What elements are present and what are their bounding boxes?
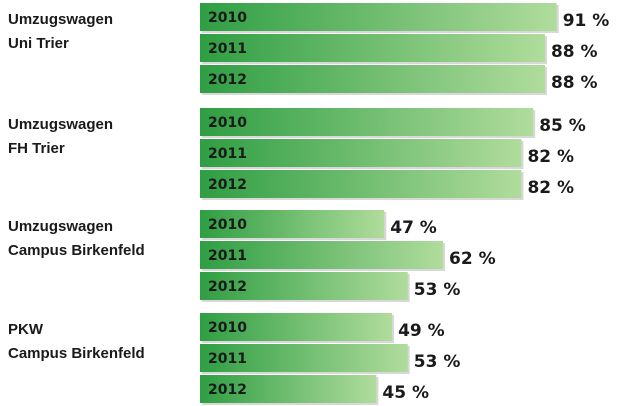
series-label: 2011 (208, 41, 247, 57)
bar (200, 139, 522, 167)
bar (200, 3, 557, 31)
value-label: 82 % (527, 147, 574, 167)
bar (200, 272, 408, 300)
series-label: 2012 (208, 382, 247, 398)
group-label: PKW (8, 321, 44, 338)
bar (200, 210, 385, 238)
bar (200, 65, 545, 93)
value-label: 49 % (398, 321, 445, 341)
bar (200, 313, 393, 341)
bar (200, 170, 522, 198)
bar (200, 241, 444, 269)
value-label: 62 % (449, 249, 496, 269)
value-label: 82 % (527, 178, 574, 198)
group-label: Umzugswagen (8, 11, 113, 28)
bar (200, 108, 534, 136)
series-label: 2010 (208, 217, 247, 233)
value-label: 85 % (539, 116, 586, 136)
group-label: Umzugswagen (8, 218, 113, 235)
group-label: Uni Trier (8, 35, 69, 52)
value-label: 88 % (551, 42, 598, 62)
value-label: 45 % (382, 383, 429, 403)
value-label: 47 % (390, 218, 437, 238)
group-label: FH Trier (8, 140, 65, 157)
bar (200, 375, 377, 403)
group-label: Campus Birkenfeld (8, 345, 145, 362)
series-label: 2011 (208, 146, 247, 162)
value-label: 53 % (414, 352, 461, 372)
value-label: 91 % (563, 11, 610, 31)
bar (200, 34, 545, 62)
series-label: 2010 (208, 10, 247, 26)
group-label: Campus Birkenfeld (8, 242, 145, 259)
series-label: 2012 (208, 177, 247, 193)
series-label: 2011 (208, 248, 247, 264)
value-label: 88 % (551, 73, 598, 93)
value-label: 53 % (414, 280, 461, 300)
series-label: 2012 (208, 72, 247, 88)
series-label: 2010 (208, 320, 247, 336)
series-label: 2010 (208, 115, 247, 131)
series-label: 2011 (208, 351, 247, 367)
bar (200, 344, 408, 372)
series-label: 2012 (208, 279, 247, 295)
group-label: Umzugswagen (8, 116, 113, 133)
